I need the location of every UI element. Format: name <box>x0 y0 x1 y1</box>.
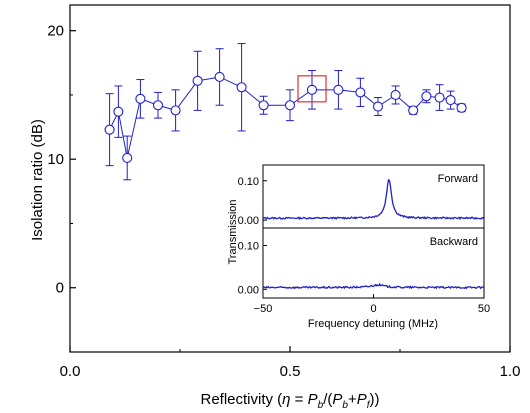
inset-chart: 0.00 0.10 Forward 0.00 0.10 Backward −50 0 50 <box>238 164 490 315</box>
inset-panel-label: Forward <box>438 173 478 185</box>
data-point <box>445 95 456 106</box>
inset-x-tick-label: −50 <box>254 303 273 315</box>
y-tick-label: 0 <box>56 280 64 297</box>
inset-x-tick-label: 50 <box>478 303 490 315</box>
inset-trace <box>262 282 485 290</box>
inset-x-tick-label: 0 <box>370 303 376 315</box>
x-tick-label: 0.5 <box>280 363 301 380</box>
data-point <box>355 87 366 98</box>
data-point <box>122 152 133 163</box>
data-point <box>214 71 225 83</box>
data-point <box>135 93 146 104</box>
series-line <box>109 76 462 159</box>
inset-background <box>263 165 484 298</box>
main-series <box>104 43 467 181</box>
data-point <box>170 105 181 116</box>
data-point <box>390 89 401 101</box>
inset-y-tick-label: 0.00 <box>238 215 259 227</box>
data-point <box>306 84 318 95</box>
inset-y-tick-label: 0.00 <box>238 284 259 296</box>
inset-panel-label: Backward <box>430 236 478 248</box>
inset-x-axis-title: Frequency detuning (MHz) <box>308 318 438 330</box>
data-point <box>113 106 124 117</box>
x-tick-label: 1.0 <box>500 363 521 380</box>
y-axis-title: Isolation ratio (dB) <box>29 119 46 241</box>
x-axis-title: Reflectivity (η = Pb/(Pb+Pf)) <box>200 391 379 411</box>
y-tick-label: 10 <box>47 151 64 168</box>
data-point <box>421 91 432 102</box>
inset-trace <box>262 178 485 221</box>
data-point <box>333 84 344 95</box>
data-point <box>236 82 247 93</box>
inset-y-tick-label: 0.10 <box>238 241 259 253</box>
data-point <box>372 101 384 112</box>
data-point <box>456 102 467 113</box>
data-point <box>192 75 203 86</box>
data-point <box>434 92 445 103</box>
data-point <box>104 124 115 135</box>
data-point <box>152 100 164 111</box>
highlight-box <box>297 75 327 103</box>
y-tick-label: 20 <box>47 23 64 40</box>
data-point <box>258 100 269 111</box>
inset-y-tick-label: 0.10 <box>238 176 259 188</box>
x-tick-label: 0.0 <box>60 363 81 380</box>
inset-y-axis-title: Transmission <box>227 200 239 265</box>
main-axes: 0.0 0.5 1.0 0 10 20 <box>47 23 520 380</box>
data-point <box>284 100 296 111</box>
data-point <box>408 105 419 116</box>
